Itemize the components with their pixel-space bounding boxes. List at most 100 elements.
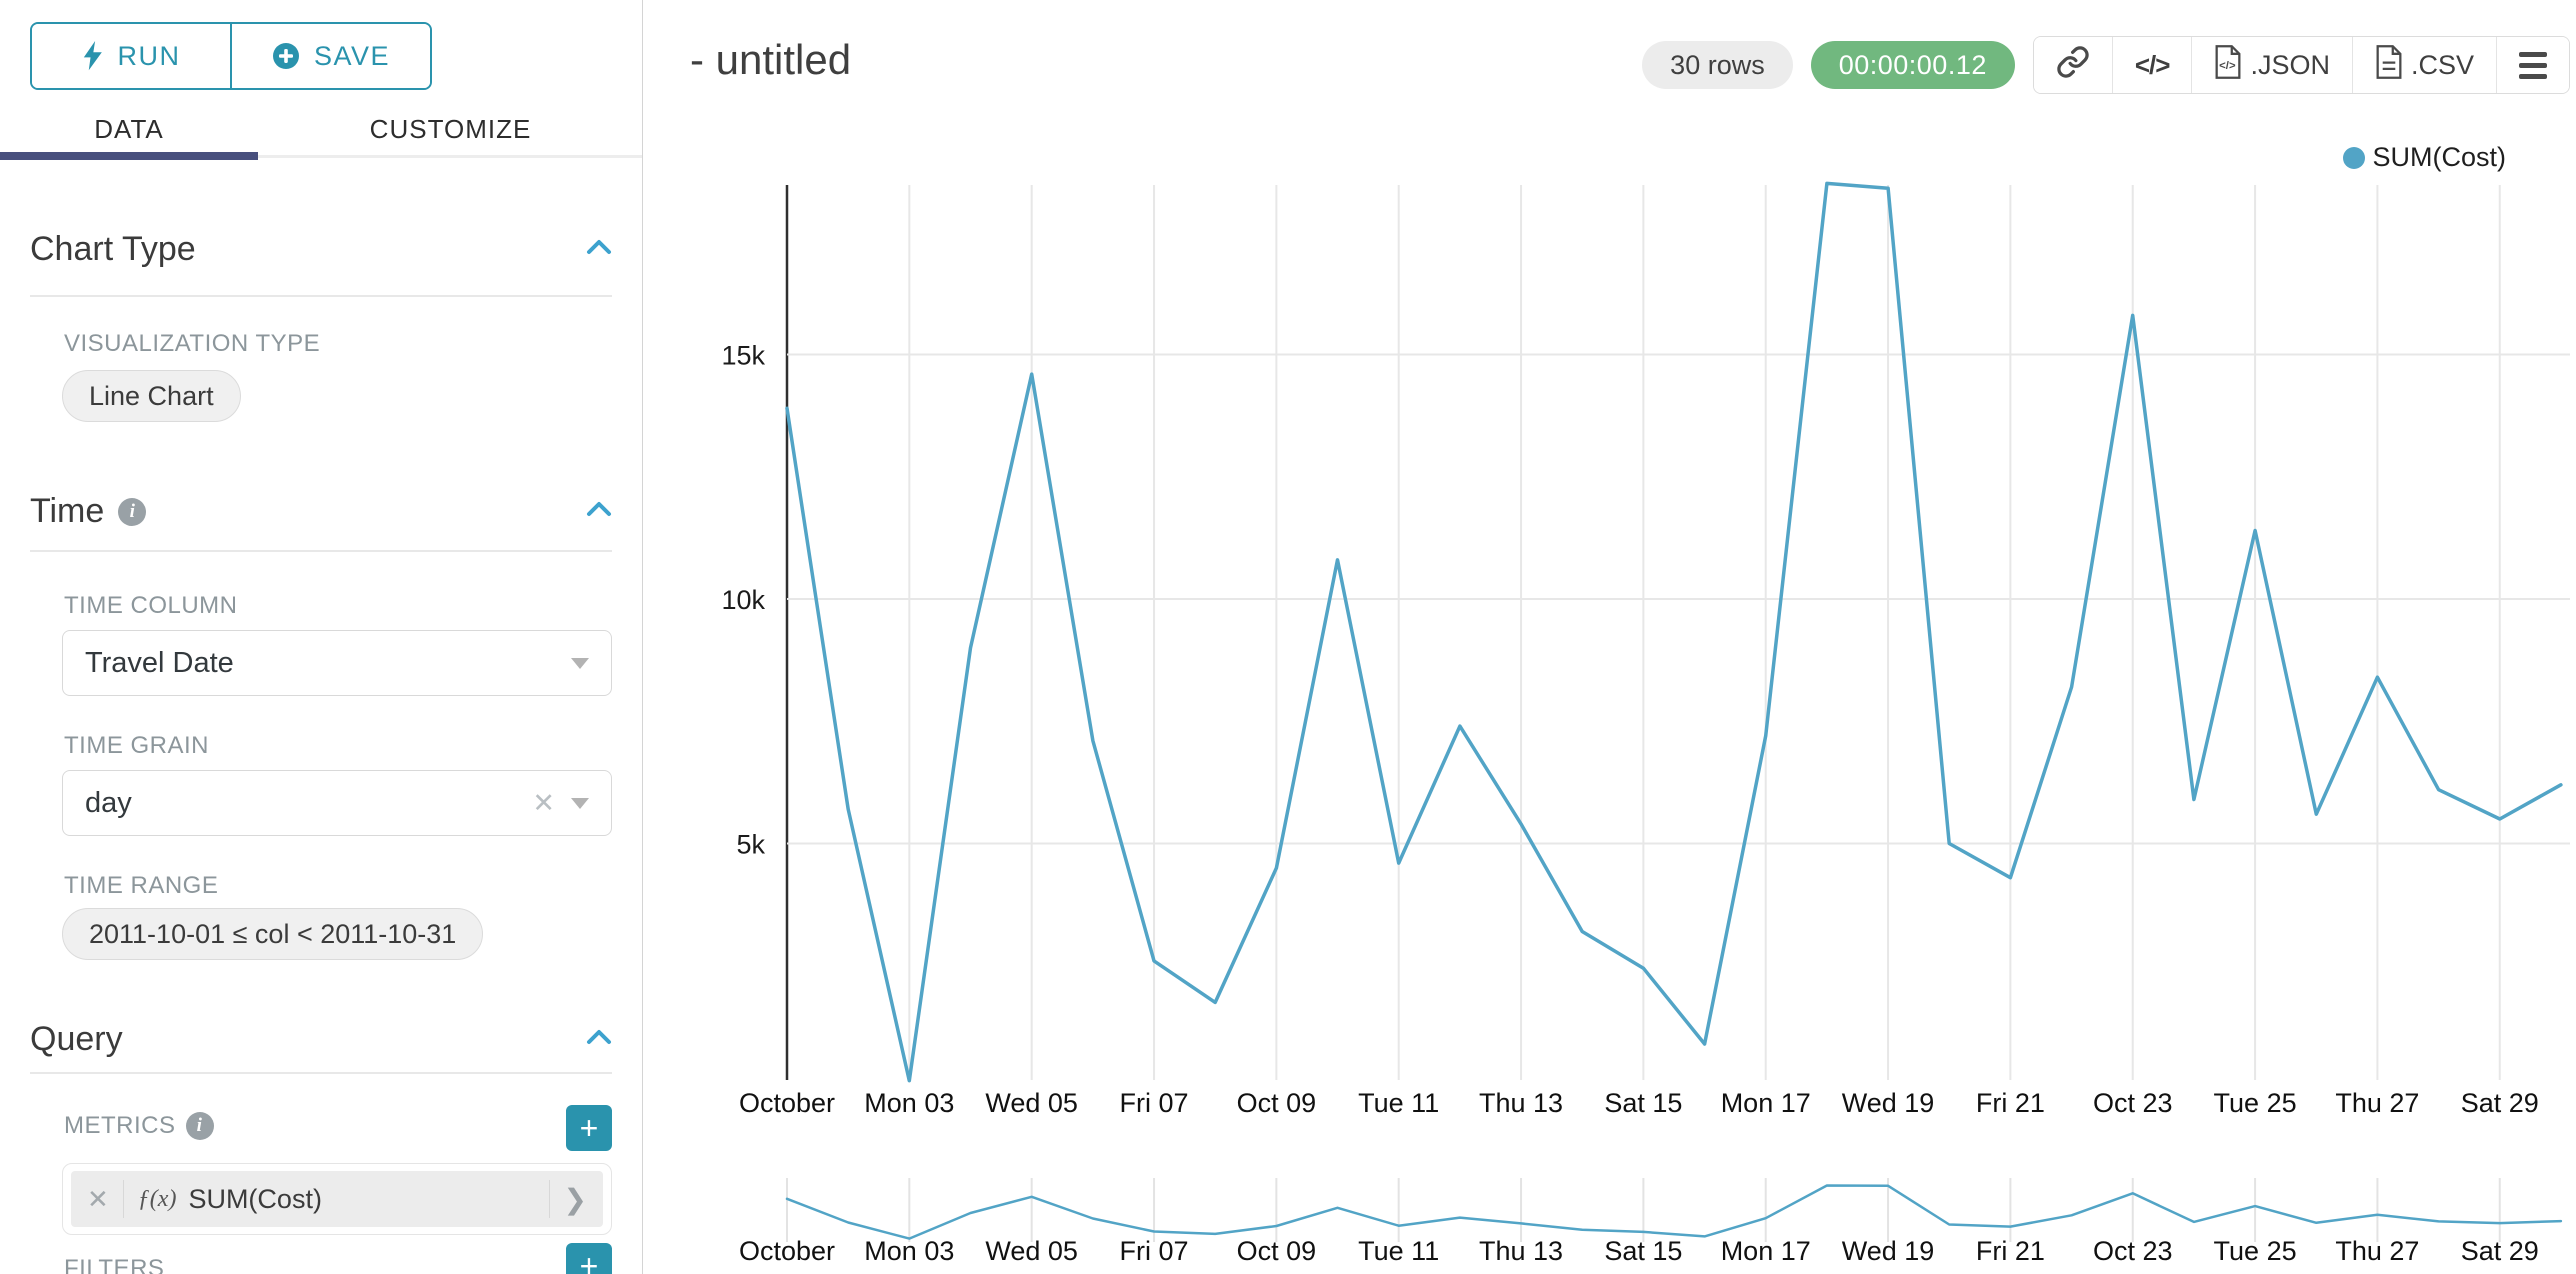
chevron-up-icon[interactable] <box>586 501 612 522</box>
active-tab-underline <box>0 152 258 160</box>
svg-text:Sat 15: Sat 15 <box>1604 1088 1682 1118</box>
svg-text:Sat 15: Sat 15 <box>1604 1236 1682 1266</box>
info-icon: i <box>118 497 147 526</box>
run-save-button-group: RUN SAVE <box>30 22 432 90</box>
svg-text:Wed 05: Wed 05 <box>985 1236 1078 1266</box>
run-button[interactable]: RUN <box>32 24 230 88</box>
chevron-down-icon <box>571 797 589 809</box>
svg-text:Mon 03: Mon 03 <box>864 1088 954 1118</box>
svg-text:Thu 13: Thu 13 <box>1479 1088 1563 1118</box>
chart-legend[interactable]: SUM(Cost) <box>2342 142 2506 173</box>
hamburger-menu-icon <box>2519 51 2547 79</box>
svg-text:Sat 29: Sat 29 <box>2461 1088 2539 1118</box>
metric-container: ✕ ƒ(x) SUM(Cost) ❯ <box>62 1163 612 1235</box>
remove-metric-icon[interactable]: ✕ <box>87 1183 109 1214</box>
tab-data[interactable]: DATA <box>94 113 164 144</box>
svg-text:Wed 05: Wed 05 <box>985 1088 1078 1118</box>
time-column-label: TIME COLUMN <box>64 592 238 619</box>
section-divider <box>30 295 612 297</box>
svg-text:Wed 19: Wed 19 <box>1842 1088 1935 1118</box>
export-csv-button[interactable]: .CSV <box>2351 37 2496 93</box>
time-grain-label: TIME GRAIN <box>64 732 210 759</box>
page-title[interactable]: - untitled <box>690 36 852 83</box>
query-section-header: Query <box>30 1020 612 1059</box>
embed-code-button[interactable]: </> <box>2111 37 2192 93</box>
svg-text:Tue 25: Tue 25 <box>2214 1236 2297 1266</box>
chevron-up-icon[interactable] <box>586 1029 612 1050</box>
csv-button-label: .CSV <box>2410 49 2474 80</box>
time-range-label: TIME RANGE <box>64 872 219 899</box>
svg-text:Fri 21: Fri 21 <box>1976 1236 2045 1266</box>
info-icon: i <box>185 1112 214 1140</box>
menu-button[interactable] <box>2496 37 2569 93</box>
time-grain-value: day <box>85 786 132 819</box>
svg-text:Oct 09: Oct 09 <box>1237 1236 1317 1266</box>
svg-text:Fri 07: Fri 07 <box>1120 1236 1189 1266</box>
run-button-label: RUN <box>117 40 181 71</box>
svg-text:10k: 10k <box>721 585 765 615</box>
svg-text:Thu 27: Thu 27 <box>2335 1088 2419 1118</box>
svg-text:Fri 07: Fri 07 <box>1120 1088 1189 1118</box>
svg-text:Thu 27: Thu 27 <box>2335 1236 2419 1266</box>
control-sidebar: RUN SAVE DATA CUSTOMIZE Chart Type VISUA… <box>0 0 643 1274</box>
share-link-button[interactable] <box>2033 37 2112 93</box>
time-heading: Time i <box>30 492 147 531</box>
function-icon: ƒ(x) <box>137 1185 177 1212</box>
time-grain-select[interactable]: day ✕ <box>62 770 612 836</box>
chevron-up-icon[interactable] <box>586 239 612 260</box>
svg-text:Tue 11: Tue 11 <box>1358 1236 1439 1266</box>
tab-baseline <box>0 155 642 158</box>
chevron-right-icon[interactable]: ❯ <box>563 1183 587 1215</box>
section-divider <box>30 550 612 552</box>
filters-label: FILTERS <box>64 1255 165 1274</box>
sidebar-tabs: DATA CUSTOMIZE <box>0 96 643 162</box>
add-metric-button[interactable]: + <box>566 1105 612 1151</box>
metric-pill[interactable]: ✕ ƒ(x) SUM(Cost) ❯ <box>71 1171 603 1227</box>
svg-text:Fri 21: Fri 21 <box>1976 1088 2045 1118</box>
viz-type-pill[interactable]: Line Chart <box>62 370 241 422</box>
plus-circle-icon <box>272 42 300 70</box>
svg-text:15k: 15k <box>721 341 765 371</box>
export-json-button[interactable]: </> .JSON <box>2191 37 2352 93</box>
svg-text:Mon 03: Mon 03 <box>864 1236 954 1266</box>
svg-text:Mon 17: Mon 17 <box>1721 1088 1811 1118</box>
query-heading: Query <box>30 1020 123 1058</box>
svg-text:5k: 5k <box>736 830 765 860</box>
section-divider <box>30 1072 612 1074</box>
add-filter-button[interactable]: + <box>566 1243 612 1274</box>
clear-icon[interactable]: ✕ <box>532 787 555 818</box>
svg-text:Oct 09: Oct 09 <box>1237 1088 1317 1118</box>
chart-type-heading: Chart Type <box>30 230 196 268</box>
svg-text:Oct 23: Oct 23 <box>2093 1088 2173 1118</box>
svg-text:October: October <box>739 1088 835 1118</box>
lightning-bolt-icon <box>82 41 104 71</box>
svg-text:</>: </> <box>2220 59 2237 71</box>
row-count-badge: 30 rows <box>1642 41 1793 89</box>
svg-text:Thu 13: Thu 13 <box>1479 1236 1563 1266</box>
save-button[interactable]: SAVE <box>230 24 430 88</box>
time-column-select[interactable]: Travel Date <box>62 630 612 696</box>
query-timer-badge: 00:00:00.12 <box>1810 41 2015 89</box>
viz-type-label: VISUALIZATION TYPE <box>64 330 321 357</box>
chart-type-section-header: Chart Type <box>30 230 612 269</box>
chevron-down-icon <box>571 657 589 669</box>
tab-customize[interactable]: CUSTOMIZE <box>369 113 532 144</box>
svg-text:Mon 17: Mon 17 <box>1721 1236 1811 1266</box>
svg-text:Wed 19: Wed 19 <box>1842 1236 1935 1266</box>
svg-text:Oct 23: Oct 23 <box>2093 1236 2173 1266</box>
time-range-pill[interactable]: 2011-10-01 ≤ col < 2011-10-31 <box>62 908 484 960</box>
link-icon <box>2056 45 2090 86</box>
svg-text:October: October <box>739 1236 835 1266</box>
json-file-icon: </> <box>2214 44 2242 86</box>
csv-file-icon <box>2375 44 2403 86</box>
svg-text:Tue 25: Tue 25 <box>2214 1088 2297 1118</box>
save-button-label: SAVE <box>313 40 391 71</box>
json-button-label: .JSON <box>2250 49 2330 80</box>
header-controls: 30 rows 00:00:00.12 </> </> .JSON <box>1642 36 2570 94</box>
metric-value: SUM(Cost) <box>188 1183 322 1214</box>
svg-text:Sat 29: Sat 29 <box>2461 1236 2539 1266</box>
line-chart-canvas[interactable]: 5k 10k 15k October Mon 03 Wed 05 Fri 07 Oct 09 T… <box>644 0 2576 1274</box>
time-section-header: Time i <box>30 492 612 531</box>
legend-series-dot <box>2342 146 2365 169</box>
